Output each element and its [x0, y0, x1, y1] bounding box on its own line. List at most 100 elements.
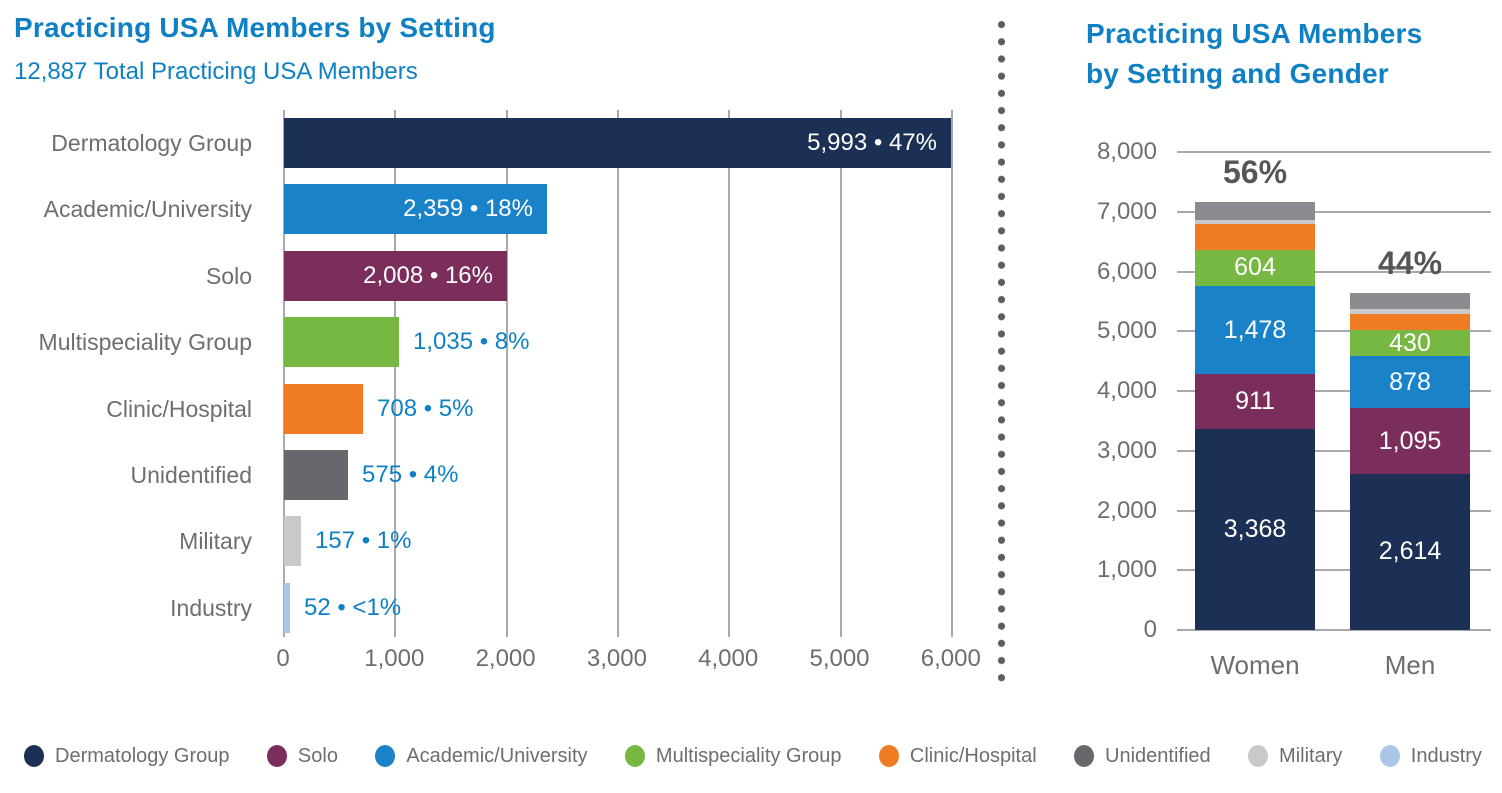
x-tick-label: 5,000 — [809, 645, 870, 672]
legend-item-military: Military — [1248, 745, 1342, 768]
bar-industry — [284, 582, 290, 633]
legend-label: Unidentified — [1105, 744, 1211, 767]
clinic-hospital-dot-icon — [878, 745, 899, 767]
grid-line — [1177, 390, 1491, 392]
solo-dot-icon — [266, 745, 287, 767]
stack-segment-value-label: 1,478 — [1223, 315, 1287, 344]
grid-line — [1177, 569, 1491, 572]
bar-value-label: 157 • 1% — [315, 527, 412, 555]
bar-clinic-hospital — [284, 383, 363, 434]
left-chart-title: Practicing USA Members by Setting — [14, 12, 496, 43]
stack-segment-value-label: 604 — [1234, 253, 1276, 282]
stack-segment-military-women — [1195, 219, 1315, 225]
grid-line — [1177, 270, 1491, 273]
academic-university-dot-icon — [375, 745, 396, 767]
stack-segment-academic-university-men: 878 — [1350, 355, 1470, 409]
bar-unidentified — [284, 450, 348, 500]
grid-line — [1177, 330, 1491, 333]
x-tick-label: 1,000 — [364, 645, 425, 672]
y-tick-label: 6,000 — [1096, 257, 1157, 285]
grid-line — [728, 110, 731, 637]
grid-line — [1177, 629, 1491, 631]
legend-label: Industry — [1410, 744, 1482, 767]
stack-segment-unidentified-women — [1195, 201, 1315, 220]
stack-segment-dermatology-group-men: 2,614 — [1350, 473, 1470, 630]
grid-line — [616, 110, 619, 637]
legend-item-multispeciality-group: Multispeciality Group — [624, 744, 842, 768]
bar-military — [284, 516, 301, 567]
chart-legend: Dermatology Group Solo Academic/University… — [24, 740, 1482, 772]
y-tick-label: 0 — [1143, 616, 1157, 643]
left-chart-category-labels: Dermatology Group Academic/University Solo… — [0, 110, 252, 637]
multispeciality-group-dot-icon — [624, 745, 645, 767]
grid-line — [1177, 151, 1491, 153]
category-label-dermatology-group: Dermatology Group — [51, 130, 252, 156]
stack-segment-value-label: 878 — [1389, 367, 1431, 396]
category-label-military: Military — [179, 528, 252, 555]
y-tick-label: 4,000 — [1096, 377, 1157, 404]
grid-line — [839, 110, 842, 637]
grid-line — [505, 110, 508, 637]
stack-segment-military-men — [1350, 309, 1470, 315]
left-bar-chart-plot: 5,993 • 47% 2,359 • 18% 2,008 • 16% 1,035 •… — [283, 110, 995, 637]
bar-value-label: 1,035 • 8% — [413, 328, 530, 356]
y-tick-label: 5,000 — [1096, 317, 1157, 345]
legend-label: Dermatology Group — [55, 744, 230, 767]
percent-label-men: 44% — [1377, 245, 1443, 282]
x-tick-label: 3,000 — [586, 645, 647, 672]
gender-label-men: Men — [1384, 650, 1436, 680]
stack-segment-solo-women: 911 — [1195, 374, 1315, 429]
category-label-multispeciality-group: Multispeciality Group — [38, 329, 252, 356]
x-tick-label: 0 — [276, 645, 290, 672]
grid-line — [394, 110, 397, 637]
bar-value-label: 2,008 • 16% — [363, 261, 493, 289]
bar-value-label: 5,993 • 47% — [807, 129, 937, 156]
legend-label: Academic/University — [406, 744, 588, 767]
stack-segment-unidentified-men — [1350, 293, 1470, 310]
stack-segment-value-label: 1,095 — [1378, 426, 1442, 455]
bar-value-label: 52 • <1% — [304, 593, 402, 621]
stack-segment-value-label: 2,614 — [1378, 537, 1442, 566]
y-tick-label: 1,000 — [1096, 556, 1157, 584]
x-tick-label: 2,000 — [475, 645, 536, 672]
legend-item-industry: Industry — [1379, 744, 1482, 768]
y-tick-label: 3,000 — [1096, 436, 1157, 464]
stack-segment-multispeciality-group-men: 430 — [1350, 328, 1470, 357]
y-tick-label: 2,000 — [1096, 496, 1157, 524]
stack-segment-clinic-hospital-women — [1195, 224, 1315, 250]
left-chart-subtitle: 12,887 Total Practicing USA Members — [14, 58, 418, 85]
stack-segment-dermatology-group-women: 3,368 — [1195, 428, 1315, 630]
y-tick-label: 7,000 — [1096, 197, 1157, 225]
legend-label: Military — [1279, 744, 1343, 767]
bar-solo: 2,008 • 16% — [284, 250, 507, 301]
x-tick-label: 6,000 — [920, 645, 981, 672]
gender-label-women: Women — [1210, 650, 1300, 680]
legend-label: Solo — [297, 744, 338, 767]
stack-segment-academic-university-women: 1,478 — [1195, 286, 1315, 375]
legend-item-academic-university: Academic/University — [375, 744, 588, 768]
bar-value-label: 575 • 4% — [362, 461, 459, 488]
military-dot-icon — [1248, 745, 1269, 767]
left-chart-x-axis: 0 1,000 2,000 3,000 4,000 5,000 6,000 — [276, 645, 995, 677]
legend-label: Clinic/Hospital — [909, 744, 1037, 767]
x-tick-label: 4,000 — [698, 645, 759, 672]
dotted-divider — [997, 16, 1006, 684]
bar-academic-university: 2,359 • 18% — [284, 184, 547, 235]
stack-segment-solo-men: 1,095 — [1350, 408, 1470, 474]
category-label-academic-university: Academic/University — [43, 196, 252, 223]
right-stacked-chart-plot: 8,000 7,000 6,000 5,000 4,000 3,000 2,000 1,000… — [1096, 138, 1491, 680]
grid-line — [283, 110, 285, 637]
stack-segment-clinic-hospital-men — [1350, 314, 1470, 331]
stack-segment-value-label: 430 — [1389, 328, 1431, 357]
stack-segment-multispeciality-group-women: 604 — [1195, 249, 1315, 286]
legend-label: Multispeciality Group — [655, 744, 842, 767]
grid-line — [950, 110, 953, 637]
category-label-clinic-hospital: Clinic/Hospital — [106, 395, 252, 422]
category-label-solo: Solo — [205, 262, 252, 289]
legend-item-clinic-hospital: Clinic/Hospital — [878, 744, 1037, 768]
bar-multispeciality-group — [284, 317, 399, 368]
category-label-unidentified: Unidentified — [130, 462, 252, 488]
grid-line — [1177, 210, 1491, 213]
percent-label-women: 56% — [1222, 153, 1288, 190]
